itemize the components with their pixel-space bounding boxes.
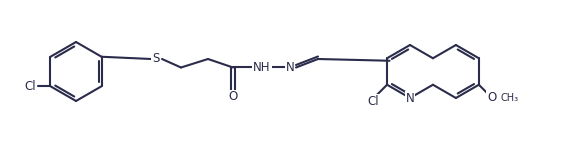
Text: Cl: Cl — [25, 80, 36, 93]
Text: N: N — [286, 61, 294, 74]
Text: Cl: Cl — [367, 95, 379, 108]
Text: O: O — [487, 91, 496, 104]
Text: S: S — [152, 52, 160, 65]
Text: NH: NH — [253, 61, 271, 74]
Text: CH₃: CH₃ — [501, 93, 519, 103]
Text: O: O — [228, 91, 237, 104]
Text: N: N — [405, 92, 415, 105]
